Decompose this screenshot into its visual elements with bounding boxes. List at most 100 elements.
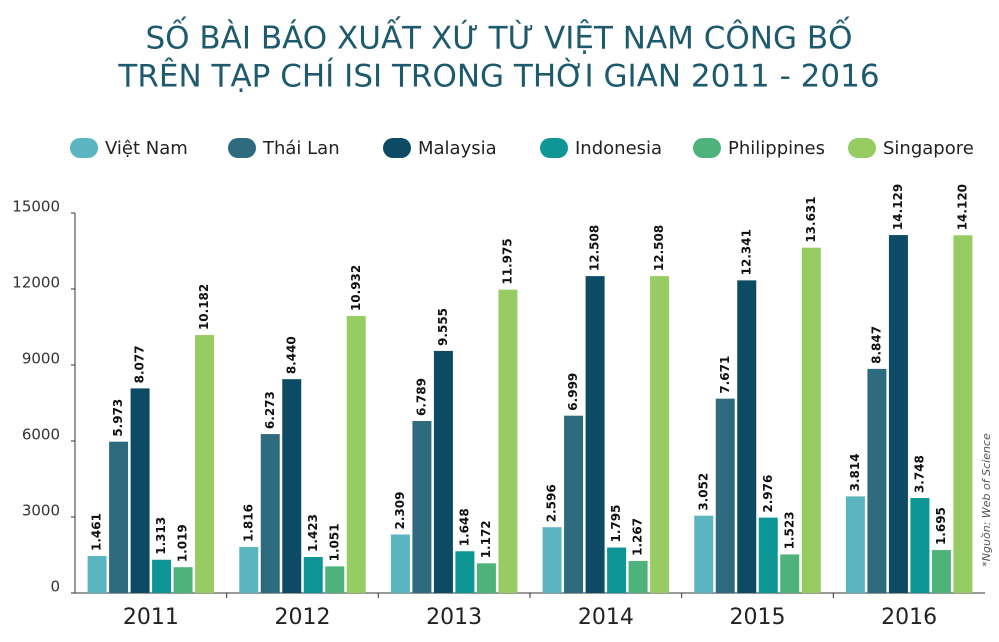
bar [910, 498, 930, 593]
value-label: 12.508 [652, 225, 666, 271]
y-tick-label: 3000 [22, 502, 60, 520]
value-label: 1.423 [306, 514, 320, 552]
bar [758, 517, 778, 593]
value-label: 6.789 [414, 378, 428, 416]
value-label: 3.748 [912, 455, 926, 493]
bar [867, 368, 887, 593]
bar [628, 560, 648, 593]
value-label: 5.973 [111, 399, 125, 437]
value-label: 8.440 [284, 336, 298, 374]
bar [931, 550, 951, 593]
bar [780, 554, 800, 593]
bar [542, 527, 562, 593]
value-label: 11.975 [500, 238, 514, 284]
source-note: *Nguồn: Web of Science [980, 433, 993, 567]
value-label: 1.172 [479, 520, 493, 558]
x-tick-label: 2012 [275, 605, 331, 630]
legend-label: Thái Lan [262, 138, 340, 159]
bar [346, 316, 366, 593]
value-label: 14.129 [891, 184, 905, 230]
value-label: 3.052 [696, 473, 710, 511]
bar [953, 235, 973, 593]
legend-label: Singapore [883, 138, 974, 159]
bar [650, 276, 670, 593]
bar [412, 421, 432, 593]
value-label: 1.267 [631, 518, 645, 556]
bar [737, 280, 757, 593]
x-tick-label: 2014 [578, 605, 634, 630]
value-label: 1.461 [90, 513, 104, 551]
value-label: 10.182 [197, 284, 211, 330]
bar [87, 555, 107, 593]
bar [173, 567, 193, 593]
y-tick-label: 15000 [12, 198, 60, 216]
value-label: 1.795 [609, 505, 623, 543]
value-label: 12.341 [739, 229, 753, 275]
value-label: 1.313 [154, 517, 168, 555]
value-label: 14.120 [955, 184, 969, 230]
legend-swatch [70, 138, 98, 158]
value-label: 1.648 [457, 508, 471, 546]
value-label: 12.508 [588, 225, 602, 271]
bar [888, 235, 908, 593]
bar [585, 276, 605, 593]
value-label: 7.671 [718, 356, 732, 394]
bar [564, 415, 584, 593]
value-label: 2.976 [761, 475, 775, 513]
bar [152, 559, 172, 593]
bar [694, 515, 714, 593]
legend-swatch [228, 138, 256, 158]
value-label: 10.932 [349, 265, 363, 311]
bar [455, 551, 475, 593]
value-label: 1.019 [176, 524, 190, 562]
chart-title: TRÊN TẠP CHÍ ISI TRONG THỜI GIAN 2011 - … [117, 58, 879, 95]
bar [390, 534, 410, 593]
x-tick-label: 2015 [730, 605, 786, 630]
value-label: 8.077 [133, 345, 147, 383]
value-label: 3.814 [848, 453, 862, 491]
legend-swatch [848, 138, 876, 158]
bar [303, 556, 323, 593]
value-label: 8.847 [869, 326, 883, 364]
x-tick-label: 2011 [123, 605, 179, 630]
bar [239, 546, 259, 593]
y-tick-label: 0 [50, 578, 60, 596]
legend-swatch [383, 138, 411, 158]
value-label: 2.309 [393, 492, 407, 530]
bar [433, 350, 453, 593]
legend-label: Philippines [728, 138, 825, 159]
y-tick-label: 9000 [22, 350, 60, 368]
value-label: 13.631 [804, 196, 818, 242]
legend-swatch [540, 138, 568, 158]
y-tick-label: 6000 [22, 426, 60, 444]
bar [130, 388, 150, 593]
bar [325, 566, 345, 593]
y-tick-label: 12000 [12, 274, 60, 292]
legend-swatch [693, 138, 721, 158]
bar [498, 289, 518, 593]
bar [282, 379, 302, 593]
bar [195, 335, 215, 593]
bar [801, 247, 821, 593]
legend-label: Việt Nam [105, 138, 188, 159]
bar [845, 496, 865, 593]
bar [109, 441, 129, 593]
value-label: 6.273 [263, 391, 277, 429]
value-label: 1.051 [327, 523, 341, 561]
legend-label: Malaysia [418, 138, 497, 159]
chart-title: SỐ BÀI BÁO XUẤT XỨ TỪ VIỆT NAM CÔNG BỐ [145, 17, 852, 57]
bar [260, 434, 280, 593]
x-tick-label: 2013 [426, 605, 482, 630]
legend-label: Indonesia [575, 138, 662, 159]
bar [715, 398, 735, 593]
value-label: 9.555 [436, 308, 450, 346]
bar [607, 547, 627, 593]
value-label: 1.695 [934, 507, 948, 545]
bar [476, 563, 496, 593]
x-tick-label: 2016 [881, 605, 937, 630]
value-label: 1.523 [782, 511, 796, 549]
value-label: 1.816 [241, 504, 255, 542]
value-label: 6.999 [566, 373, 580, 411]
value-label: 2.596 [545, 484, 559, 522]
